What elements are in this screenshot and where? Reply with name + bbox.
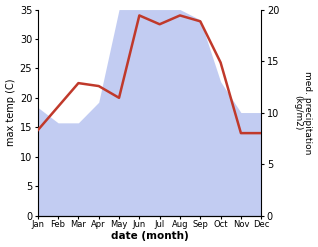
X-axis label: date (month): date (month)	[111, 231, 188, 242]
Y-axis label: med. precipitation
(kg/m2): med. precipitation (kg/m2)	[293, 71, 313, 154]
Y-axis label: max temp (C): max temp (C)	[5, 79, 16, 146]
